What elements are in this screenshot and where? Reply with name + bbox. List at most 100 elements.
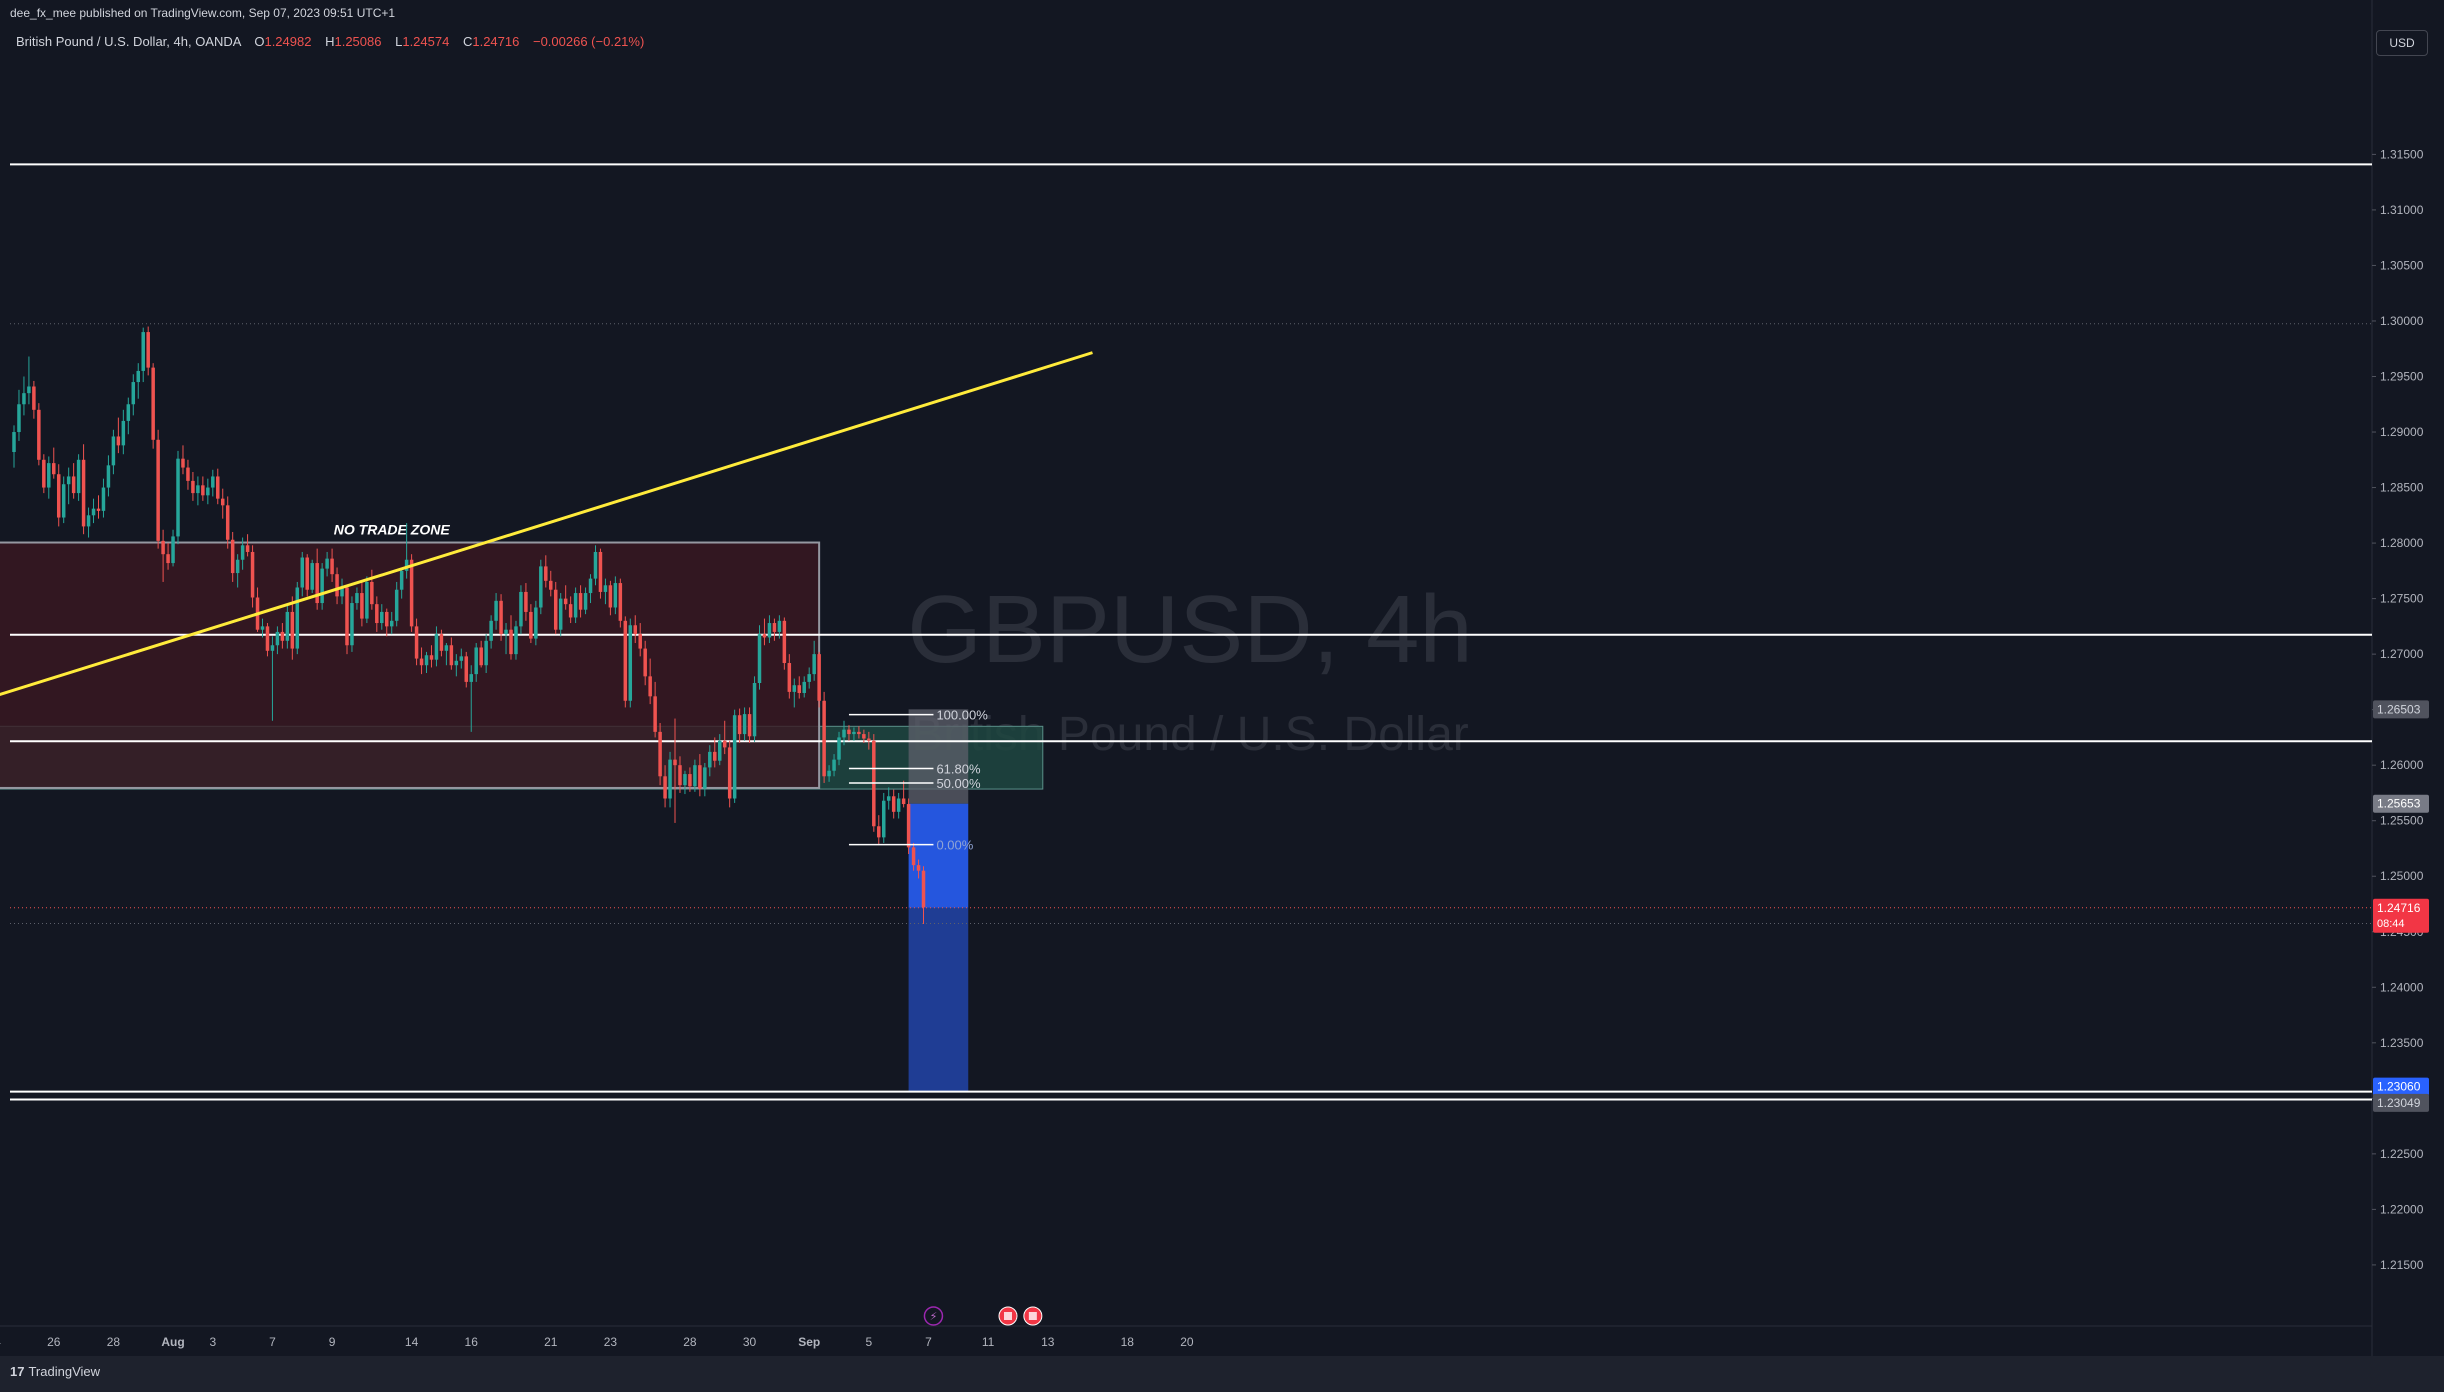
event-icon-glyph: ⚡	[930, 1310, 938, 1323]
time-tick-label: 30	[743, 1335, 757, 1349]
change-value: −0.00266 (−0.21%)	[532, 34, 645, 49]
candle	[86, 507, 91, 538]
candle	[235, 554, 240, 588]
candle-body	[315, 563, 319, 604]
candle-body	[827, 770, 831, 777]
candle	[593, 545, 598, 586]
candle	[683, 770, 687, 795]
candle-body	[101, 487, 106, 511]
candle	[479, 640, 483, 668]
candle	[380, 604, 384, 630]
candle-body	[683, 774, 687, 786]
candle-body	[747, 714, 752, 737]
candle	[325, 551, 329, 577]
candle	[882, 792, 886, 843]
candle	[360, 581, 364, 627]
candle	[424, 651, 429, 674]
candle-body	[365, 581, 369, 619]
time-tick-label: 3	[209, 1335, 216, 1349]
candle	[385, 608, 389, 637]
candle-body	[464, 656, 469, 682]
candle	[434, 626, 439, 667]
candle	[345, 585, 349, 655]
tradingview-logo[interactable]: 17 TradingView	[10, 1364, 100, 1379]
candle	[240, 537, 245, 570]
candle-body	[32, 386, 36, 410]
candle	[206, 478, 210, 505]
candle	[439, 629, 444, 657]
event-icon-ring	[923, 1306, 944, 1326]
candle	[877, 815, 881, 846]
candle-body	[201, 485, 205, 496]
candle-body	[404, 559, 409, 571]
candle-body	[131, 382, 136, 405]
candle-body	[27, 386, 31, 394]
candle-body	[608, 585, 613, 608]
candle	[713, 737, 717, 768]
candle-body	[822, 700, 826, 777]
price-tick-label: 1.30000	[2380, 314, 2424, 328]
candle	[529, 604, 533, 644]
candle	[225, 496, 230, 549]
high-label: H	[325, 34, 335, 49]
candle	[394, 581, 399, 627]
candle	[300, 551, 305, 597]
candle-body	[877, 826, 881, 838]
price-axis-label: 1.23049	[2373, 1093, 2429, 1112]
candle-body	[434, 634, 439, 660]
symbol-name[interactable]: British Pound / U.S. Dollar, 4h, OANDA	[16, 34, 241, 49]
time-tick-label: 5	[865, 1335, 872, 1349]
candle	[305, 554, 309, 597]
candle-body	[896, 798, 901, 812]
price-tick-label: 1.28500	[2380, 481, 2424, 495]
candle-body	[832, 759, 836, 771]
candle-body	[37, 409, 41, 460]
candle-body	[698, 765, 702, 789]
time-tick-label: 23	[604, 1335, 618, 1349]
candle-body	[703, 767, 707, 789]
time-tick-label: 16	[465, 1335, 479, 1349]
candle	[429, 645, 434, 668]
low-value: 1.24574	[402, 34, 450, 49]
candle	[265, 623, 270, 657]
candle-body	[737, 715, 742, 735]
candle	[643, 640, 647, 686]
candle	[757, 625, 762, 690]
candle	[608, 580, 613, 616]
candle	[827, 765, 831, 782]
candle-body	[235, 559, 240, 574]
candle	[573, 587, 578, 624]
candle-body	[593, 551, 598, 579]
candle	[27, 356, 31, 405]
candle	[101, 478, 106, 518]
candle-body	[429, 655, 434, 660]
candle-body	[638, 634, 642, 649]
candle-body	[668, 759, 672, 799]
price-tick-label: 1.21500	[2380, 1258, 2424, 1272]
candle	[673, 718, 677, 823]
candle	[250, 545, 255, 608]
currency-button[interactable]: USD	[2376, 30, 2428, 56]
price-axis-label: 1.26503	[2373, 700, 2429, 719]
candle-body	[603, 585, 608, 592]
candle	[792, 678, 797, 708]
flag-event-icon	[998, 1306, 1018, 1326]
candle-body	[56, 474, 61, 518]
candle	[688, 767, 692, 792]
no-trade-zone	[0, 541, 821, 789]
candle-body	[81, 459, 86, 527]
candle	[66, 467, 71, 505]
candle	[350, 596, 354, 652]
candle-body	[623, 620, 628, 701]
candle	[161, 529, 165, 582]
candle-body	[717, 740, 722, 761]
candle-body	[186, 467, 190, 481]
candle	[901, 780, 906, 808]
candle-body	[628, 625, 633, 701]
candle	[703, 762, 707, 797]
candle-body	[230, 539, 235, 574]
candle	[444, 643, 449, 666]
candle	[220, 488, 225, 519]
event-icon-flag	[1028, 1312, 1037, 1320]
